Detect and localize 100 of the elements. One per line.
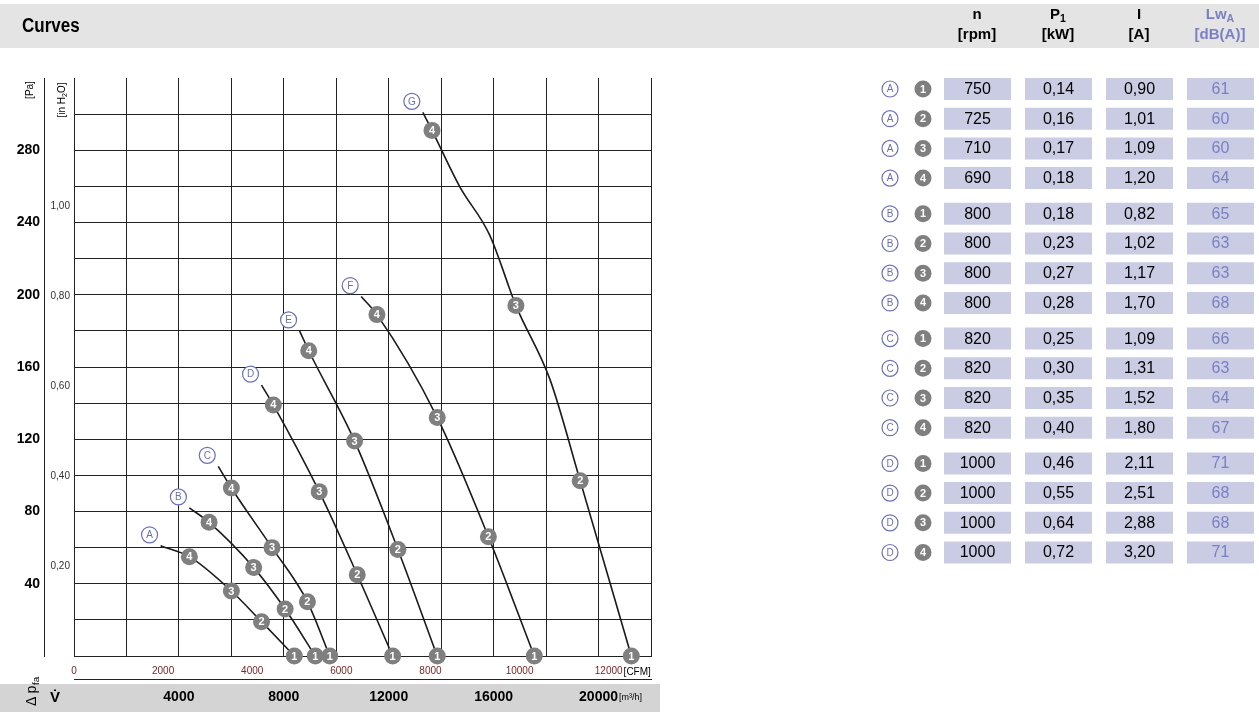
category-label: D 2: [886, 486, 927, 499]
category-label: A 3: [886, 141, 927, 154]
data-label: 0,35: [1042, 388, 1075, 406]
y2-tick-label: 1,00: [50, 199, 71, 211]
data-label: 0,18: [1042, 169, 1075, 187]
annotation: 1: [531, 649, 538, 662]
y2-tick-label: 0,80: [50, 289, 71, 301]
data-label: 800: [964, 264, 991, 282]
data-label: 0,25: [1042, 329, 1075, 347]
annotation: 2: [258, 615, 265, 628]
text: V̇: [50, 688, 61, 706]
category-label: B 2: [886, 237, 927, 250]
annotation: 4: [206, 515, 214, 528]
data-label: 1,02: [1123, 234, 1156, 252]
x2-tick-label: 2000: [151, 664, 175, 676]
data-label: 63: [1211, 359, 1230, 377]
data-label: 2,11: [1124, 454, 1155, 472]
data-label: 66: [1211, 329, 1230, 347]
x-tick-label: n [rpm]: [957, 5, 997, 43]
data-label: 0,28: [1042, 293, 1075, 311]
x-tick-label: 12000: [369, 688, 409, 705]
y-tick-label: 240: [16, 213, 41, 230]
data-label: 800: [964, 234, 991, 252]
data-label: 2,88: [1123, 513, 1156, 531]
data-label: 800: [964, 204, 991, 222]
data-label: 725: [964, 109, 991, 127]
category-label: B 1: [886, 207, 927, 220]
x2-tick-label: 4000: [241, 664, 264, 676]
data-label: 67: [1211, 418, 1230, 436]
data-label: 1000: [959, 543, 996, 561]
annotation: 4: [186, 550, 194, 563]
data-label: 1000: [959, 513, 996, 531]
y-axis-title: [Pa]: [23, 80, 35, 99]
series-label: G: [407, 95, 416, 107]
x2-tick-label: 6000: [330, 664, 353, 676]
data-label: 1,09: [1123, 139, 1156, 157]
data-label: 1000: [959, 484, 996, 502]
x-tick-label: 20000: [579, 688, 619, 705]
data-label: 1000: [959, 454, 996, 472]
data-label: 68: [1211, 513, 1230, 531]
x-tick-label: 4000: [163, 688, 195, 705]
data-label: 0,82: [1123, 204, 1156, 222]
data-label: 63: [1211, 264, 1230, 282]
data-label: 0,14: [1042, 79, 1075, 97]
y-tick-label: 80: [24, 502, 41, 519]
data-label: 1,09: [1123, 329, 1156, 347]
category-label: D 4: [886, 546, 927, 559]
x2-tick-label: 0: [71, 664, 78, 676]
annotation: 3: [512, 299, 519, 312]
x-tick-label: 8000: [268, 688, 300, 705]
series-label: C: [203, 449, 211, 461]
data-label: 690: [964, 169, 991, 187]
data-label: 1,70: [1123, 293, 1156, 311]
series-label: A: [146, 529, 154, 541]
data-label: 64: [1211, 388, 1230, 406]
annotation: 3: [351, 434, 358, 447]
series-label: E: [285, 314, 293, 326]
annotation: 3: [316, 485, 323, 498]
annotation: 4: [428, 123, 436, 136]
annotation: 3: [434, 411, 441, 424]
annotation: 3: [268, 541, 276, 554]
annotation: 3: [250, 561, 257, 574]
annotation: 2: [282, 602, 289, 615]
data-label: 1,20: [1123, 169, 1156, 187]
annotation: 1: [326, 649, 333, 662]
category-label: D 1: [886, 456, 927, 469]
annotation: 2: [394, 542, 401, 555]
data-label: 0,72: [1042, 543, 1075, 561]
data-label: 0,16: [1042, 109, 1075, 127]
data-label: 0,17: [1042, 139, 1075, 157]
y-tick-label: 280: [16, 141, 41, 158]
annotation: 1: [312, 649, 319, 662]
annotation: 1: [434, 649, 441, 662]
series-label: F: [347, 279, 354, 291]
text: Δ pfa: [22, 676, 41, 706]
y2-tick-label: 0,60: [50, 379, 71, 391]
category-label: C 4: [886, 421, 927, 434]
y-tick-label: 160: [16, 357, 41, 374]
data-label: 0,18: [1042, 204, 1075, 222]
x2-tick-label: 10000: [505, 664, 534, 676]
data-label: 61: [1211, 79, 1230, 97]
category-label: B 4: [886, 296, 927, 309]
category-label: A 2: [886, 112, 927, 125]
data-label: 63: [1211, 234, 1230, 252]
data-label: 820: [964, 418, 991, 436]
annotation: 2: [577, 474, 584, 487]
data-label: 68: [1211, 484, 1230, 502]
x2-axis-title: [CFM]: [623, 665, 652, 677]
data-label: 1,31: [1123, 359, 1156, 377]
data-label: 1,01: [1123, 109, 1156, 127]
x-tick-label: I [A]: [1128, 5, 1150, 43]
data-label: 2,51: [1123, 484, 1156, 502]
category-label: B 3: [886, 266, 927, 279]
annotation: 3: [228, 584, 235, 597]
category-label: C 3: [886, 391, 927, 404]
category-label: A 4: [886, 171, 927, 184]
y-tick-label: 120: [16, 430, 41, 447]
data-label: 0,30: [1042, 359, 1075, 377]
annotation: 4: [228, 481, 236, 494]
data-label: 800: [964, 293, 991, 311]
